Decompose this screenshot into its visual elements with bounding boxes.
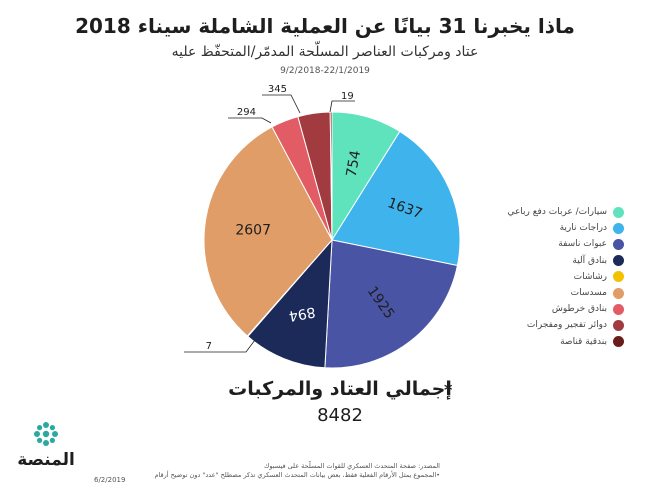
total-value: 8482 <box>317 405 363 426</box>
legend-swatch <box>613 222 624 234</box>
slice-value-label: 345 <box>268 84 287 95</box>
leader-line <box>262 94 301 114</box>
pie-slice <box>324 239 459 369</box>
legend-item: سيارات/ عربات دفع رباعي <box>507 204 624 220</box>
legend-label: بندقية قناصة <box>560 336 607 347</box>
footer-notes: المصدر: صفحة المتحدث العسكري للقوات المس… <box>154 462 440 480</box>
slice-value-label: 2607 <box>235 223 271 239</box>
legend-swatch <box>613 319 624 331</box>
slice-value-label: 7 <box>206 341 212 352</box>
page-title: ماذا يخبرنا 31 بيانًا عن العملية الشاملة… <box>75 14 575 38</box>
legend-label: مسدسات <box>570 288 607 299</box>
legend-label: بنادق خرطوش <box>551 304 607 315</box>
legend-swatch <box>613 206 624 218</box>
logo-text: المنصة <box>17 450 75 470</box>
date-range: 9/2/2018-22/1/2019 <box>280 66 370 76</box>
total-label: إجمالي العتاد والمركبات <box>228 378 452 400</box>
page-subtitle: عتاد ومركبات العناصر المسلّحة المدمّر/ال… <box>171 44 479 60</box>
footer-source: المصدر: صفحة المتحدث العسكري للقوات المس… <box>264 462 440 470</box>
legend-item: عبوات ناسفة <box>507 236 624 252</box>
leader-line <box>329 100 355 113</box>
footer-note: •المجموع يمثل الأرقام الفعلية فقط، بعض ب… <box>154 471 440 479</box>
legend-label: دوائر تفجير ومفجرات <box>526 320 607 331</box>
legend-item: رشاشات <box>507 269 624 285</box>
legend-swatch <box>613 255 624 267</box>
leader-line <box>228 117 272 124</box>
legend-item: دراجات نارية <box>507 220 624 236</box>
slice-value-label: 294 <box>237 107 256 118</box>
legend-label: رشاشات <box>573 271 607 282</box>
star-ornament-icon <box>34 422 58 446</box>
legend-swatch <box>613 336 624 348</box>
slice-value-label: 894 <box>287 303 316 323</box>
legend-swatch <box>613 303 624 315</box>
slice-value-label: 19 <box>341 91 354 102</box>
legend-swatch <box>613 271 624 283</box>
legend-label: دراجات نارية <box>559 223 607 234</box>
legend-swatch <box>613 238 624 250</box>
pie-slice <box>203 126 333 337</box>
pie-slice <box>247 238 333 369</box>
footer-date: 6/2/2019 <box>94 476 126 484</box>
legend: سيارات/ عربات دفع رباعي دراجات نارية عبوات… <box>507 204 624 350</box>
legend-item: دوائر تفجير ومفجرات <box>507 317 624 333</box>
legend-item: مسدسات <box>507 285 624 301</box>
legend-item: بنادق آلية <box>507 253 624 269</box>
slice-value-label: 754 <box>344 149 364 178</box>
legend-label: سيارات/ عربات دفع رباعي <box>507 207 607 218</box>
legend-swatch <box>613 287 624 299</box>
legend-item: بنادق خرطوش <box>507 301 624 317</box>
legend-label: عبوات ناسفة <box>558 239 607 250</box>
legend-item: بندقية قناصة <box>507 334 624 350</box>
pie-slice <box>331 130 461 267</box>
leader-line <box>184 339 256 353</box>
legend-label: بنادق آلية <box>572 255 607 266</box>
asterisk-icon: * <box>444 380 453 399</box>
logo: المنصة <box>14 420 78 470</box>
